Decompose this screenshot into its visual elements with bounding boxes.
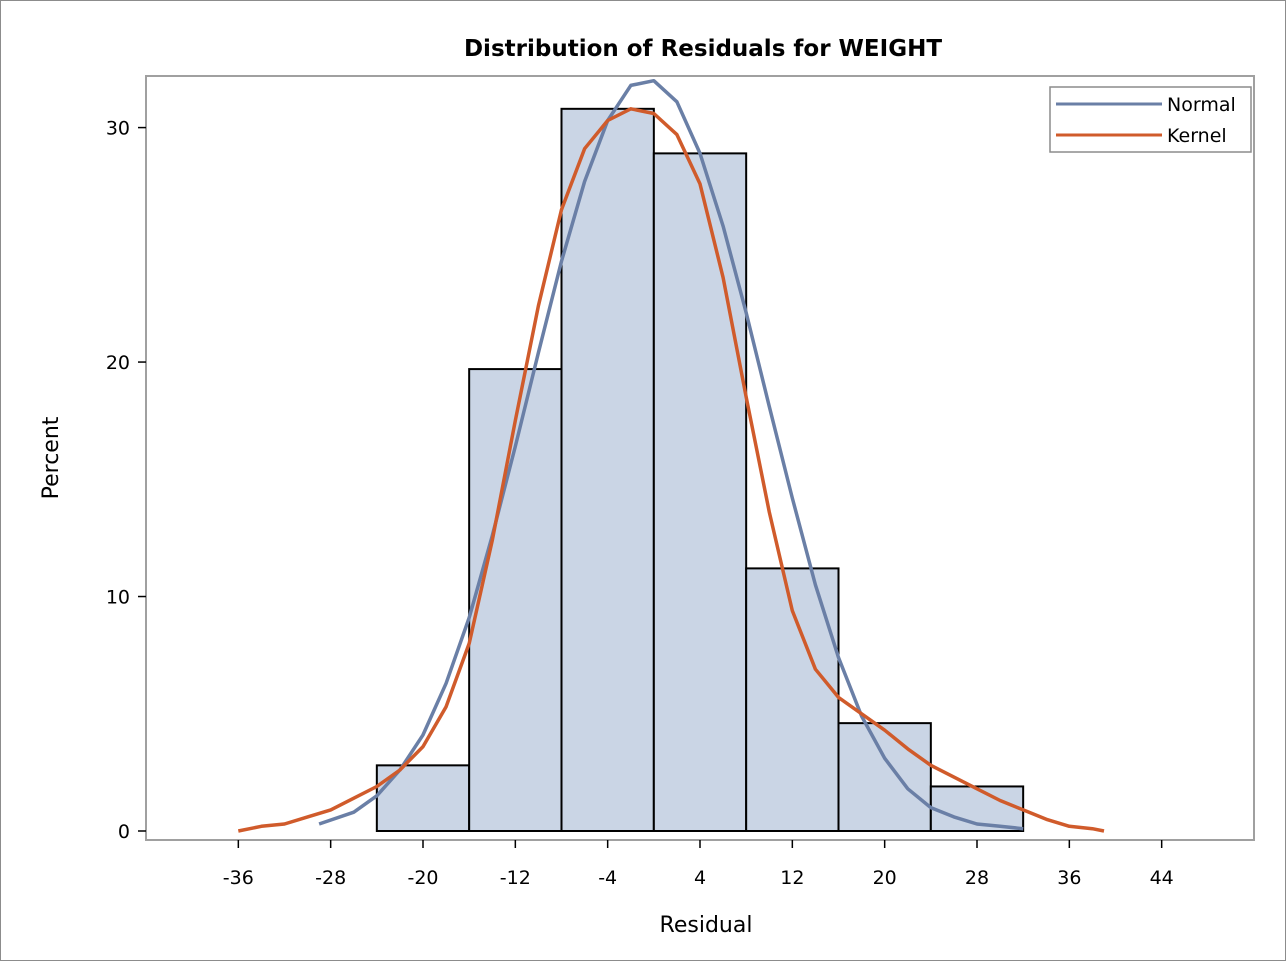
x-tick-label: -12 xyxy=(500,867,531,889)
legend-box xyxy=(1049,86,1252,153)
normal-curve xyxy=(318,78,1024,831)
histogram-bar-3 xyxy=(652,152,748,832)
x-tick-label: -36 xyxy=(223,867,254,889)
x-tick-label: -20 xyxy=(407,867,438,889)
chart-title: Distribution of Residuals for WEIGHT xyxy=(464,36,942,62)
x-axis: -36 -28 -20 -12 -4 4 12 20 28 36 44 xyxy=(223,840,1174,889)
histogram-bar-5 xyxy=(837,722,932,833)
kernel-curve xyxy=(237,107,1105,833)
x-tick-label: 44 xyxy=(1150,867,1174,889)
y-tick-label: 30 xyxy=(106,118,130,140)
y-tick-label: 20 xyxy=(106,352,130,374)
x-tick-label: 28 xyxy=(965,867,989,889)
y-axis-label: Percent xyxy=(39,416,64,499)
histogram-bar-1 xyxy=(468,368,563,832)
histogram-bar-2 xyxy=(560,107,655,832)
x-tick-label: 36 xyxy=(1057,867,1081,889)
x-tick-label: -28 xyxy=(315,867,346,889)
legend: Normal Kernel xyxy=(1049,86,1252,153)
density-curves xyxy=(237,78,1105,833)
y-axis: 0 10 20 30 xyxy=(106,118,146,843)
x-tick-label: 4 xyxy=(694,867,706,889)
x-tick-label: 20 xyxy=(873,867,897,889)
legend-label-normal: Normal xyxy=(1167,94,1236,116)
x-tick-label: -4 xyxy=(598,867,617,889)
legend-label-kernel: Kernel xyxy=(1167,125,1227,147)
x-tick-label: 12 xyxy=(780,867,804,889)
y-tick-label: 0 xyxy=(118,821,130,843)
y-tick-label: 10 xyxy=(106,587,130,609)
x-axis-label: Residual xyxy=(660,913,753,938)
